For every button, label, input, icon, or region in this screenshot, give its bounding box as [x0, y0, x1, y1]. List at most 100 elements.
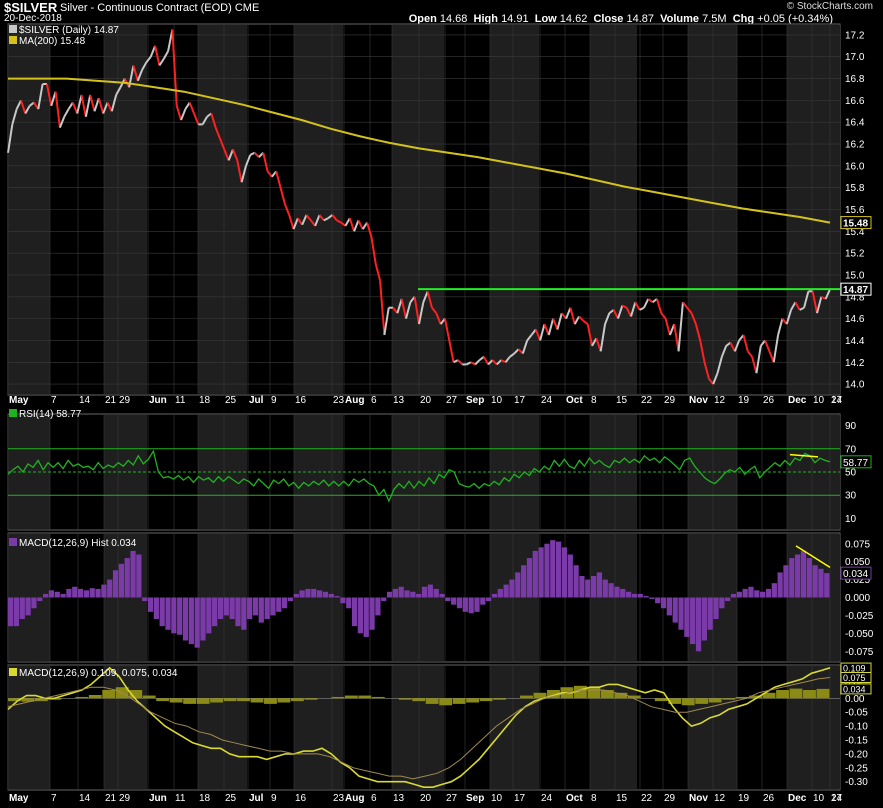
macd-hist-bar: [371, 696, 385, 699]
macd-hist-bar: [660, 597, 667, 609]
price-segment: [595, 337, 602, 352]
price-segment: [297, 217, 304, 226]
y-tick-label: 16.4: [845, 118, 865, 129]
macd-hist-bar: [520, 695, 533, 699]
price-segment: [647, 298, 654, 304]
macd-hist-bar: [25, 597, 31, 616]
last-value-label: 58.77: [843, 458, 868, 469]
price-segment: [785, 309, 793, 325]
x-tick-label: 24: [831, 395, 843, 406]
price-segment: [526, 334, 533, 342]
price-segment: [799, 306, 805, 311]
y-tick-label: 90: [845, 421, 857, 432]
price-segment: [110, 94, 118, 112]
macd-hist-bar: [468, 597, 474, 614]
y-tick-label: 0.00: [845, 694, 865, 705]
price-segment: [751, 356, 758, 374]
macd-hist-bar: [136, 554, 142, 598]
x-tick-label: 17: [831, 395, 843, 406]
macd-hist-bar: [433, 588, 439, 598]
price-segment: [154, 45, 161, 66]
x-tick-label: Jul: [249, 793, 264, 804]
macd-hist-bar: [480, 597, 486, 605]
price-segment: [660, 312, 667, 320]
macd-hist-bar: [311, 588, 317, 598]
macd-hist-bar: [806, 558, 812, 598]
price-segment: [491, 359, 498, 366]
price-segment: [240, 165, 247, 183]
y-tick-label: -0.30: [845, 777, 868, 788]
x-tick-label: 29: [119, 395, 131, 406]
y-tick-label: -0.15: [845, 736, 868, 747]
macd-hist-bar: [165, 597, 171, 630]
y-tick-label: 10: [845, 514, 857, 525]
x-tick-label: Nov: [689, 395, 708, 406]
price-segment: [331, 214, 338, 222]
macd-hist-bar: [515, 572, 521, 598]
macd-hist-bar: [37, 597, 43, 602]
price-segment: [720, 345, 728, 358]
chart-header: $SILVER Silver - Continuous Contract (EO…: [0, 0, 883, 25]
macd-hist-bar: [153, 597, 159, 619]
price-segment: [578, 315, 585, 322]
macd-hist-bar: [331, 696, 345, 699]
y-tick-label: 15.8: [845, 183, 865, 194]
price-segment: [513, 348, 520, 355]
macd-hist-bar: [42, 593, 49, 598]
x-tick-label: Nov: [689, 793, 708, 804]
macd-hist-bar: [169, 698, 183, 703]
legend-swatch-hist: [9, 538, 17, 546]
y-tick-label: 14.8: [845, 292, 865, 303]
quote-line: Open 14.68 High 14.91 Low 14.62 Close 14…: [409, 13, 833, 25]
price-segment: [102, 102, 109, 114]
macd-hist-bar: [322, 591, 329, 598]
price-segment: [682, 301, 689, 309]
macd-hist-bar: [196, 698, 210, 704]
y-tick-label: 0.025: [845, 575, 870, 586]
price-segment: [348, 217, 356, 232]
y-tick-label: 15.6: [845, 205, 865, 216]
price-segment: [236, 160, 243, 183]
price-segment: [474, 359, 481, 366]
price-segment: [214, 127, 221, 139]
macd-hist-bar: [452, 698, 466, 704]
macd-hist-bar: [212, 597, 218, 627]
x-tick-label: Dec: [788, 793, 807, 804]
macd-hist-bar: [8, 698, 21, 702]
price-segment: [630, 301, 637, 317]
price-segment: [413, 296, 420, 325]
price-segment: [621, 304, 628, 309]
price-segment: [379, 280, 386, 336]
price-segment: [279, 187, 286, 205]
macd-hist-bar: [159, 597, 165, 627]
macd-hist-bar: [351, 597, 358, 627]
price-segment: [496, 359, 502, 366]
macd-hist-bar: [346, 597, 352, 609]
macd-hist-bar: [456, 597, 463, 609]
y-tick-label: 16.8: [845, 74, 865, 85]
legend-price: $SILVER (Daily) 14.87: [19, 25, 119, 36]
macd-hist-bar: [129, 690, 143, 699]
macd-hist-bar: [357, 597, 364, 634]
x-tick-label: Aug: [345, 395, 364, 406]
macd-hist-bar: [247, 597, 253, 619]
macd-hist-bar: [812, 565, 818, 598]
x-tick-label: 21: [105, 793, 117, 804]
macd-hist-bar: [600, 690, 614, 699]
macd-hist-bar: [736, 591, 742, 598]
macd-hist-bar: [608, 583, 614, 598]
price-segment: [76, 94, 83, 114]
legend-hist: MACD(12,26,9) Hist 0.034: [19, 538, 137, 549]
price-segment: [318, 214, 325, 222]
y-tick-label: 50: [845, 468, 857, 479]
price-segment: [530, 328, 537, 336]
macd-hist-bar: [235, 597, 241, 627]
price-segment: [370, 236, 377, 265]
macd-hist-bar: [462, 597, 468, 612]
price-segment: [582, 320, 589, 325]
price-segment: [219, 138, 226, 150]
macd-hist-bar: [493, 698, 506, 700]
price-segment: [824, 288, 831, 300]
price-segment: [193, 113, 200, 125]
price-segment: [794, 301, 801, 311]
